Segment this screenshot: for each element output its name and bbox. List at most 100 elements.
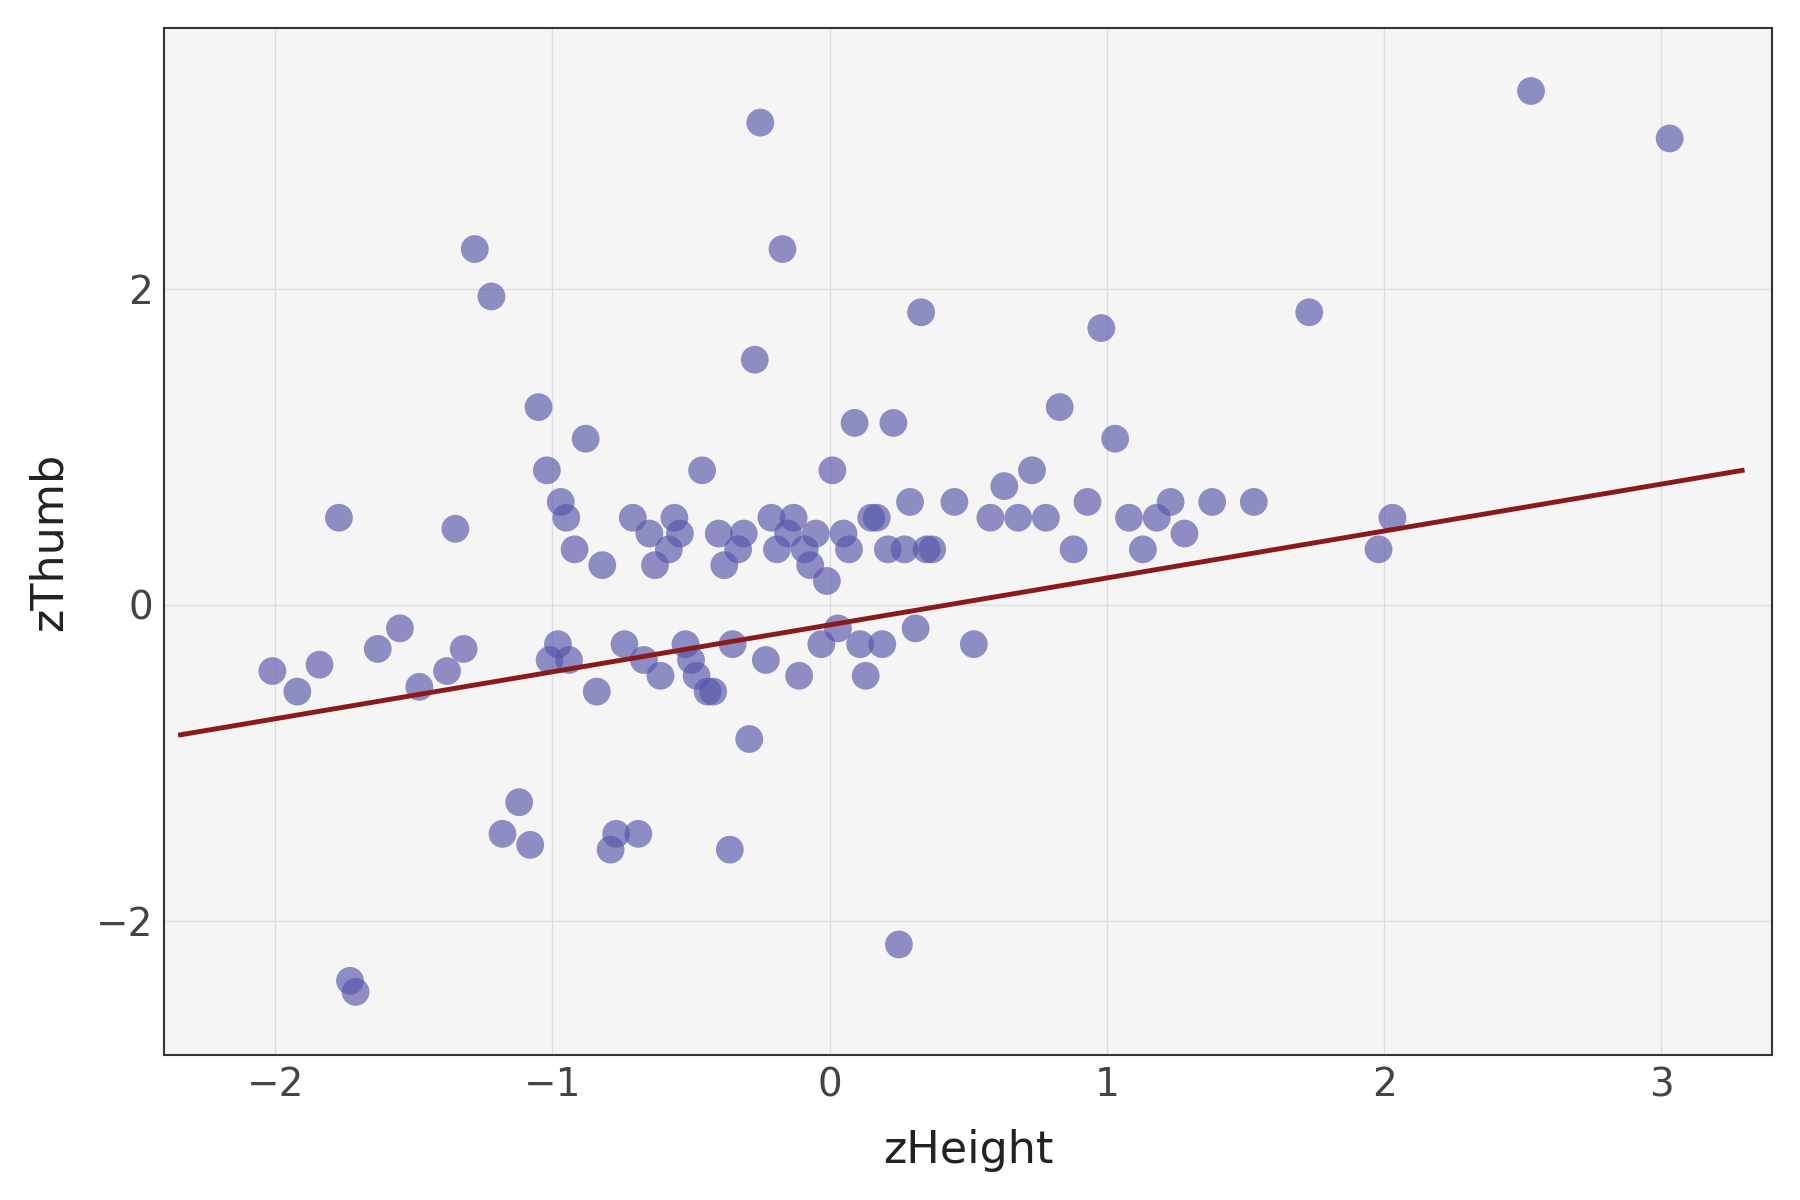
Point bbox=[589, 556, 617, 575]
Point bbox=[857, 508, 886, 527]
Point bbox=[769, 240, 797, 259]
Point bbox=[257, 661, 286, 680]
Point bbox=[1073, 492, 1102, 511]
Point bbox=[873, 540, 902, 559]
Point bbox=[1379, 508, 1408, 527]
Point bbox=[1114, 508, 1143, 527]
Point bbox=[790, 540, 819, 559]
Point bbox=[450, 640, 479, 659]
Point bbox=[283, 682, 311, 701]
Point bbox=[698, 682, 727, 701]
Point bbox=[1240, 492, 1269, 511]
Point bbox=[774, 524, 803, 544]
Point bbox=[913, 540, 941, 559]
Point bbox=[729, 524, 758, 544]
Point bbox=[385, 619, 414, 638]
Point bbox=[1087, 318, 1116, 337]
Point bbox=[441, 520, 470, 539]
Point bbox=[1656, 128, 1685, 148]
Point bbox=[1294, 302, 1323, 322]
Point bbox=[533, 461, 562, 480]
Point bbox=[1197, 492, 1226, 511]
Point bbox=[796, 556, 824, 575]
Point bbox=[571, 430, 599, 449]
Point bbox=[306, 655, 335, 674]
Point bbox=[745, 113, 774, 132]
Point bbox=[544, 635, 572, 654]
Point bbox=[812, 571, 841, 590]
Point bbox=[1170, 524, 1199, 544]
Point bbox=[785, 666, 814, 685]
Point bbox=[553, 508, 581, 527]
Point bbox=[661, 508, 689, 527]
Point bbox=[868, 635, 896, 654]
Point bbox=[625, 824, 653, 844]
Point bbox=[724, 540, 752, 559]
Point bbox=[763, 540, 792, 559]
Point bbox=[671, 635, 700, 654]
Point bbox=[666, 524, 695, 544]
Point bbox=[641, 556, 670, 575]
Point bbox=[1143, 508, 1172, 527]
Point bbox=[896, 492, 925, 511]
Point bbox=[1102, 430, 1130, 449]
Point bbox=[547, 492, 576, 511]
Point bbox=[779, 508, 808, 527]
Point bbox=[535, 650, 563, 670]
Point bbox=[619, 508, 648, 527]
Point bbox=[432, 661, 461, 680]
Point bbox=[1017, 461, 1046, 480]
Point bbox=[1156, 492, 1184, 511]
Point bbox=[682, 666, 711, 685]
Point bbox=[718, 635, 747, 654]
Point bbox=[693, 682, 722, 701]
Point bbox=[601, 824, 630, 844]
Point bbox=[851, 666, 880, 685]
Point bbox=[504, 793, 533, 812]
Point bbox=[990, 476, 1019, 496]
Point bbox=[1517, 82, 1546, 101]
Point bbox=[959, 635, 988, 654]
Point bbox=[902, 619, 931, 638]
Point bbox=[817, 461, 846, 480]
Point bbox=[688, 461, 716, 480]
Point bbox=[517, 835, 545, 854]
Point bbox=[477, 287, 506, 306]
Point bbox=[1046, 397, 1075, 416]
Point bbox=[734, 730, 763, 749]
Point bbox=[835, 540, 864, 559]
Point bbox=[677, 650, 706, 670]
Point bbox=[596, 840, 625, 859]
Point bbox=[889, 540, 918, 559]
Point bbox=[610, 635, 639, 654]
Point bbox=[635, 524, 664, 544]
Point bbox=[907, 302, 936, 322]
Point bbox=[715, 840, 743, 859]
Point bbox=[1129, 540, 1157, 559]
Point bbox=[758, 508, 787, 527]
Point bbox=[324, 508, 353, 527]
Point bbox=[884, 935, 913, 954]
Y-axis label: zThumb: zThumb bbox=[27, 452, 70, 630]
Point bbox=[918, 540, 947, 559]
Point bbox=[862, 508, 891, 527]
Point bbox=[560, 540, 589, 559]
Point bbox=[709, 556, 738, 575]
Point bbox=[630, 650, 659, 670]
Point bbox=[335, 971, 364, 990]
Point bbox=[976, 508, 1004, 527]
Point bbox=[1004, 508, 1033, 527]
Point bbox=[830, 524, 859, 544]
Point bbox=[824, 619, 853, 638]
Point bbox=[405, 677, 434, 696]
Point bbox=[801, 524, 830, 544]
Point bbox=[554, 650, 583, 670]
Point bbox=[646, 666, 675, 685]
Point bbox=[940, 492, 968, 511]
Point bbox=[846, 635, 875, 654]
Point bbox=[841, 413, 869, 432]
Point bbox=[488, 824, 517, 844]
Point bbox=[1031, 508, 1060, 527]
Point bbox=[583, 682, 612, 701]
X-axis label: zHeight: zHeight bbox=[884, 1129, 1053, 1172]
